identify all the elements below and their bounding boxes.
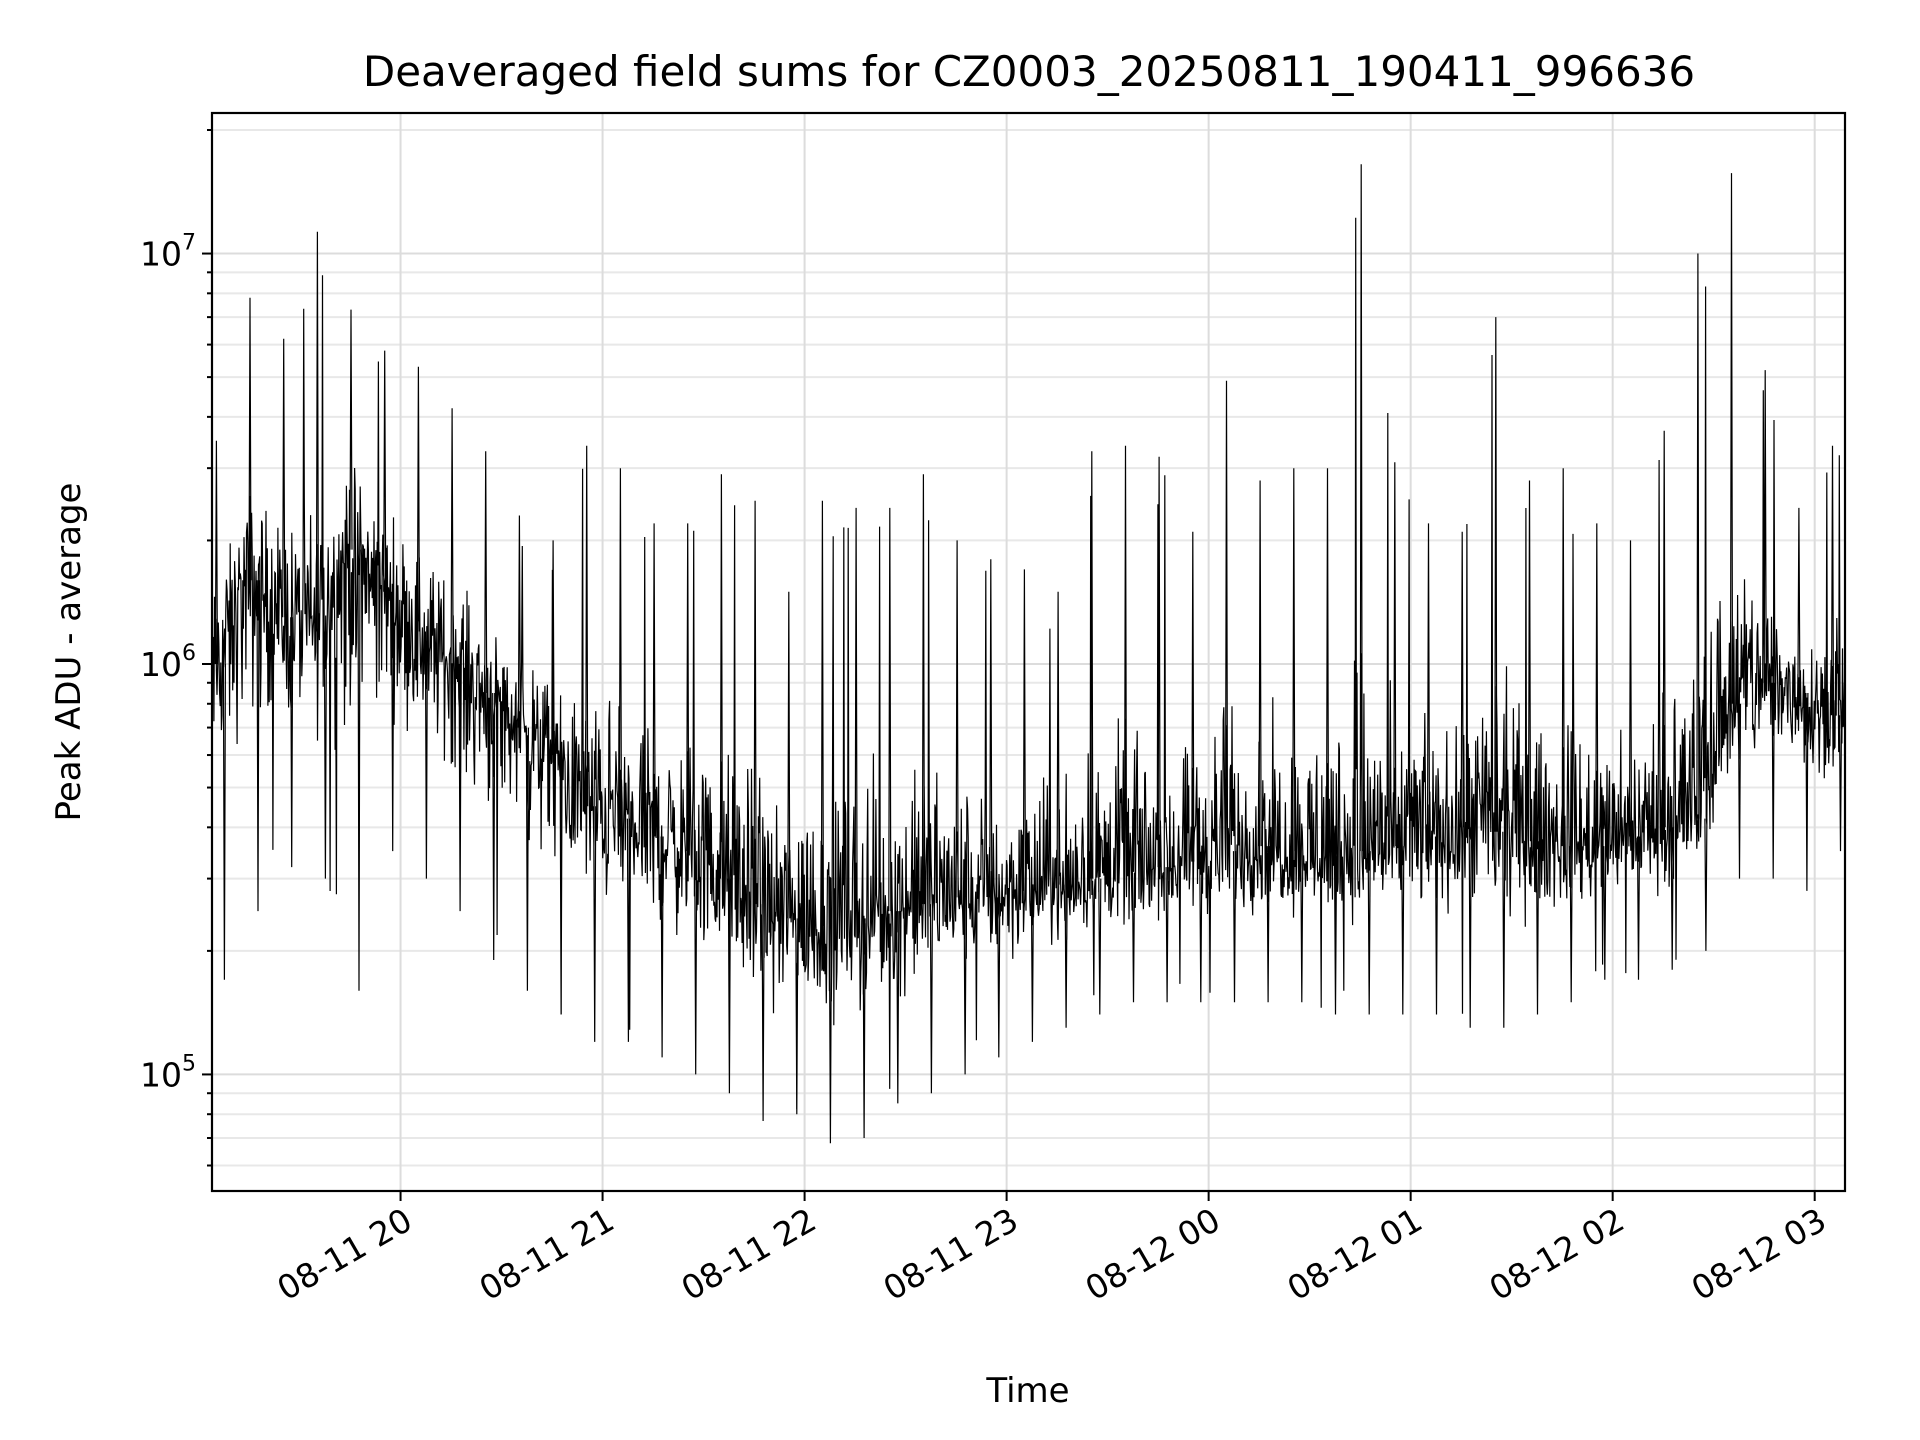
y-tick-base: 10 [140, 1055, 182, 1094]
y-axis-label: Peak ADU - average [49, 483, 89, 822]
x-tick-label: 08-12 03 [1685, 1200, 1833, 1308]
series-line [211, 164, 1846, 1144]
grid [212, 113, 1845, 1191]
x-tick-label: 08-12 00 [1079, 1200, 1227, 1308]
x-tick-label: 08-11 20 [271, 1200, 419, 1308]
chart-title: Deaveraged field sums for CZ0003_2025081… [363, 47, 1695, 96]
x-axis-label: Time [985, 1371, 1069, 1411]
y-tick-exponent: 5 [182, 1051, 196, 1076]
y-tick-label: 106 [140, 641, 196, 684]
x-tick-label: 08-11 22 [675, 1200, 823, 1308]
x-tick-label: 08-12 01 [1281, 1200, 1429, 1308]
y-tick-label: 107 [140, 231, 196, 274]
x-tick-label: 08-11 23 [877, 1200, 1025, 1308]
y-tick-base: 10 [140, 645, 182, 684]
x-tick-label: 08-11 21 [473, 1200, 621, 1308]
plot-frame [210, 111, 1847, 1193]
y-tick-exponent: 7 [182, 231, 196, 256]
y-tick-label: 105 [140, 1051, 196, 1094]
x-tick-label: 08-12 02 [1483, 1200, 1631, 1308]
y-tick-exponent: 6 [182, 641, 196, 666]
y-tick-base: 10 [140, 235, 182, 274]
x-axis: 08-11 20 08-11 21 08-11 22 08-11 23 08-12 00… [271, 1191, 1833, 1308]
